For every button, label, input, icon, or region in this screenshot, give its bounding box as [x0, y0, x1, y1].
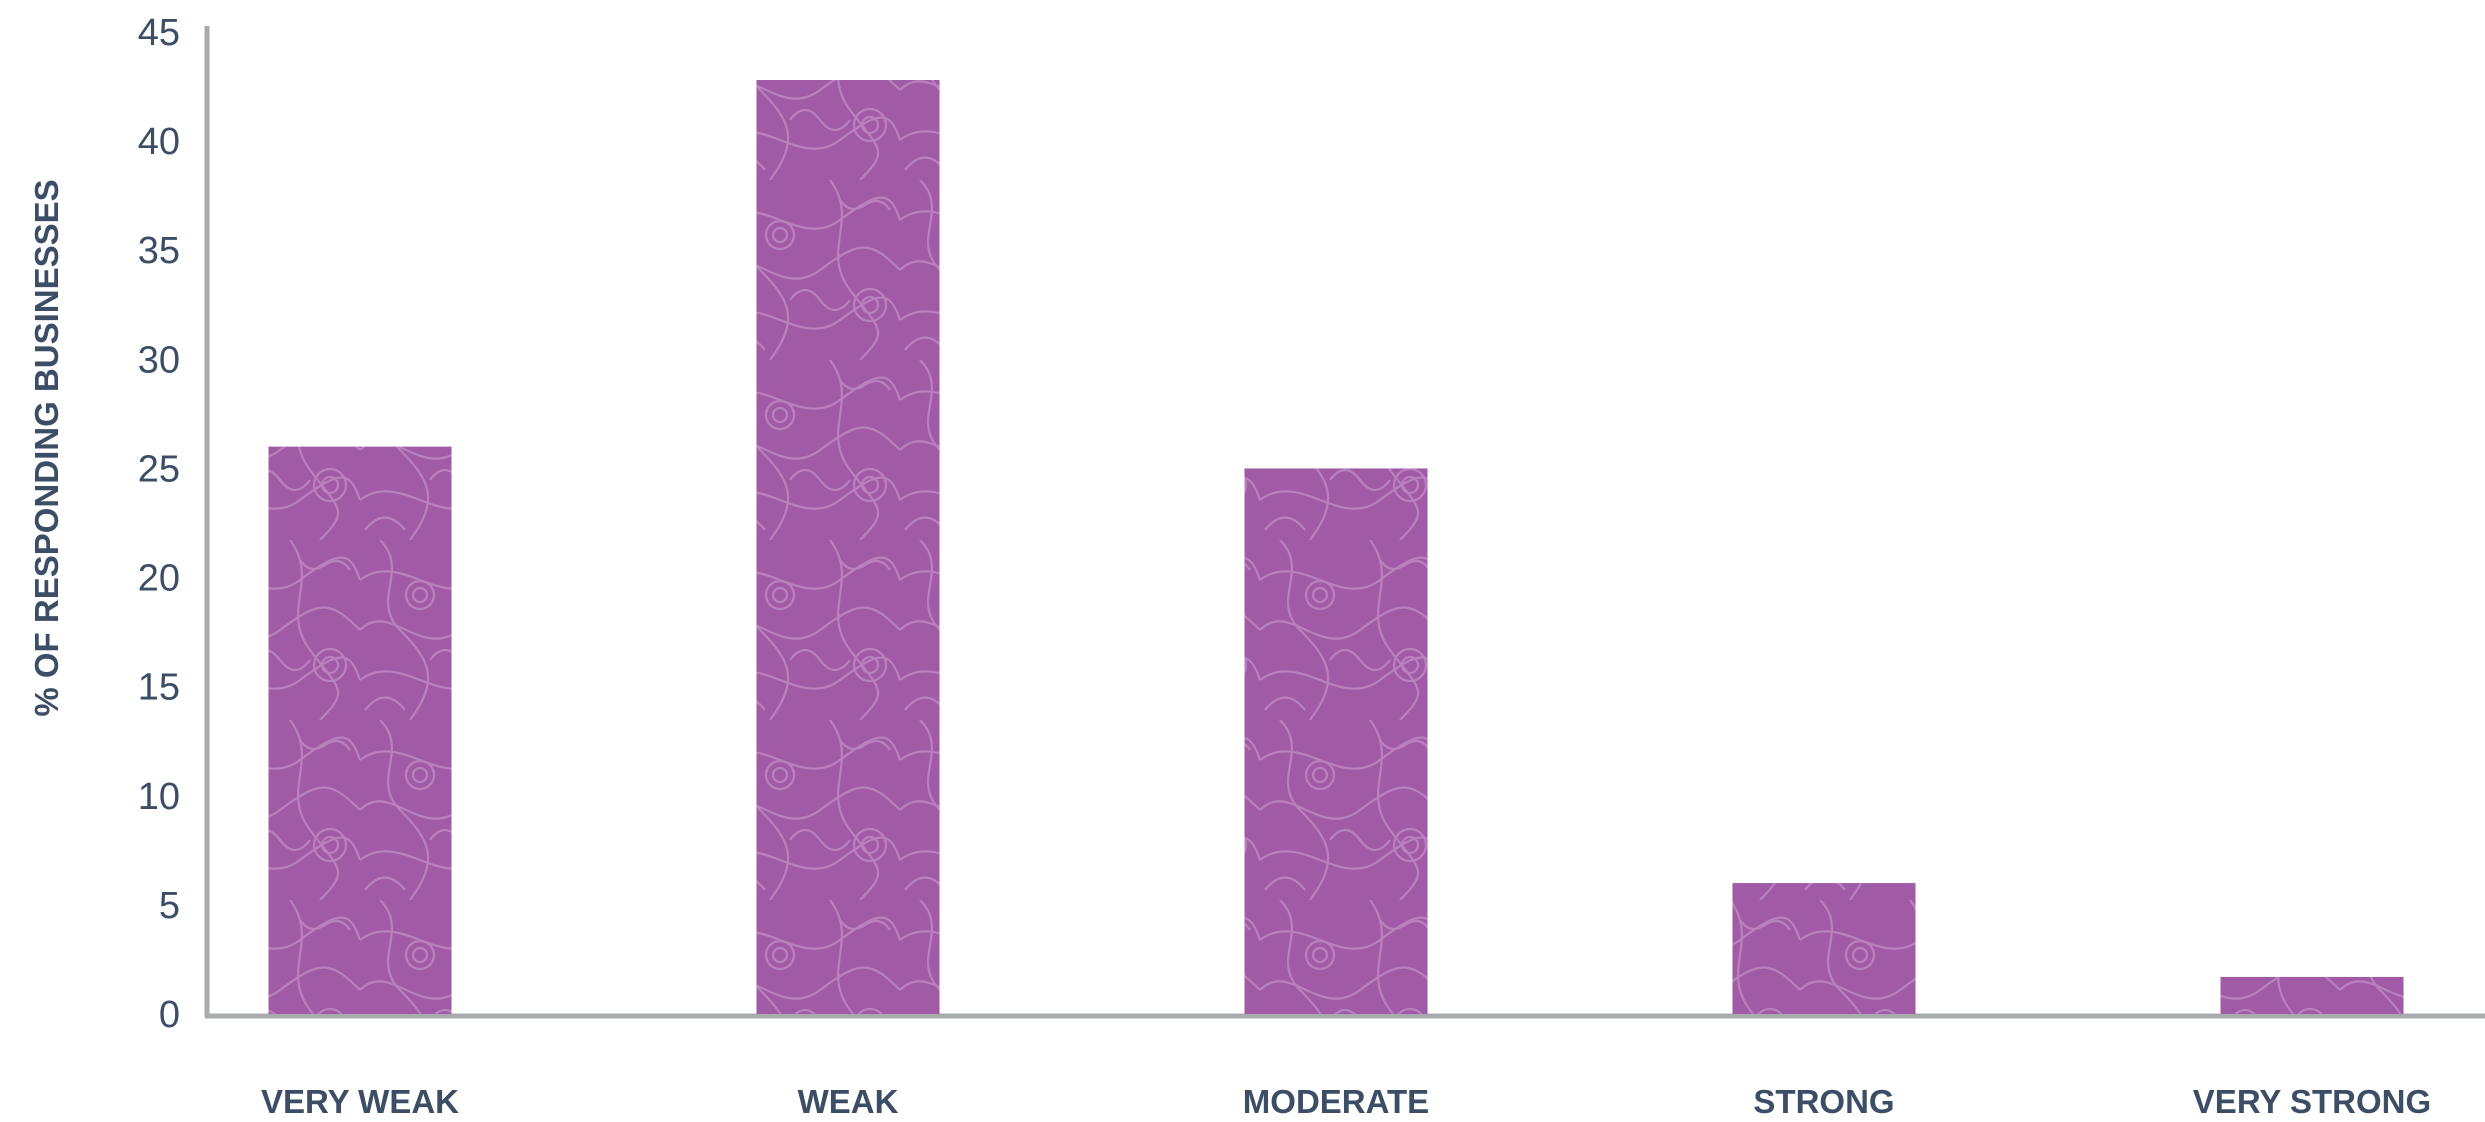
y-tick-label: 20: [138, 558, 180, 600]
y-tick-label: 10: [138, 776, 180, 818]
x-tick-label: WEAK: [798, 1083, 899, 1120]
x-tick-label: STRONG: [1753, 1083, 1894, 1120]
bar: [2220, 976, 2404, 1014]
y-tick-label: 5: [159, 885, 180, 927]
bar: [1732, 883, 1916, 1014]
y-tick-label: 45: [138, 12, 180, 54]
labels: 0 5 10 15 20 25 30 35 40 45 VERY WEAK WEAK MODERATE S…: [138, 12, 2431, 1120]
x-tick-label: VERY STRONG: [2193, 1083, 2431, 1120]
y-tick-label: 15: [138, 667, 180, 709]
y-tick-label: 35: [138, 230, 180, 272]
y-tick-label: 0: [159, 994, 180, 1036]
bar: [756, 80, 940, 1014]
bar: [268, 446, 452, 1015]
y-tick-label: 40: [138, 121, 180, 163]
bars: [268, 80, 2404, 1015]
x-tick-label: MODERATE: [1243, 1083, 1429, 1120]
axes: [204, 26, 2485, 1019]
x-tick-label: VERY WEAK: [261, 1083, 459, 1120]
bar: [1244, 468, 1428, 1014]
y-tick-label: 30: [138, 339, 180, 381]
y-axis-title: % OF RESPONDING BUSINESSES: [28, 179, 65, 716]
y-tick-label: 25: [138, 448, 180, 490]
